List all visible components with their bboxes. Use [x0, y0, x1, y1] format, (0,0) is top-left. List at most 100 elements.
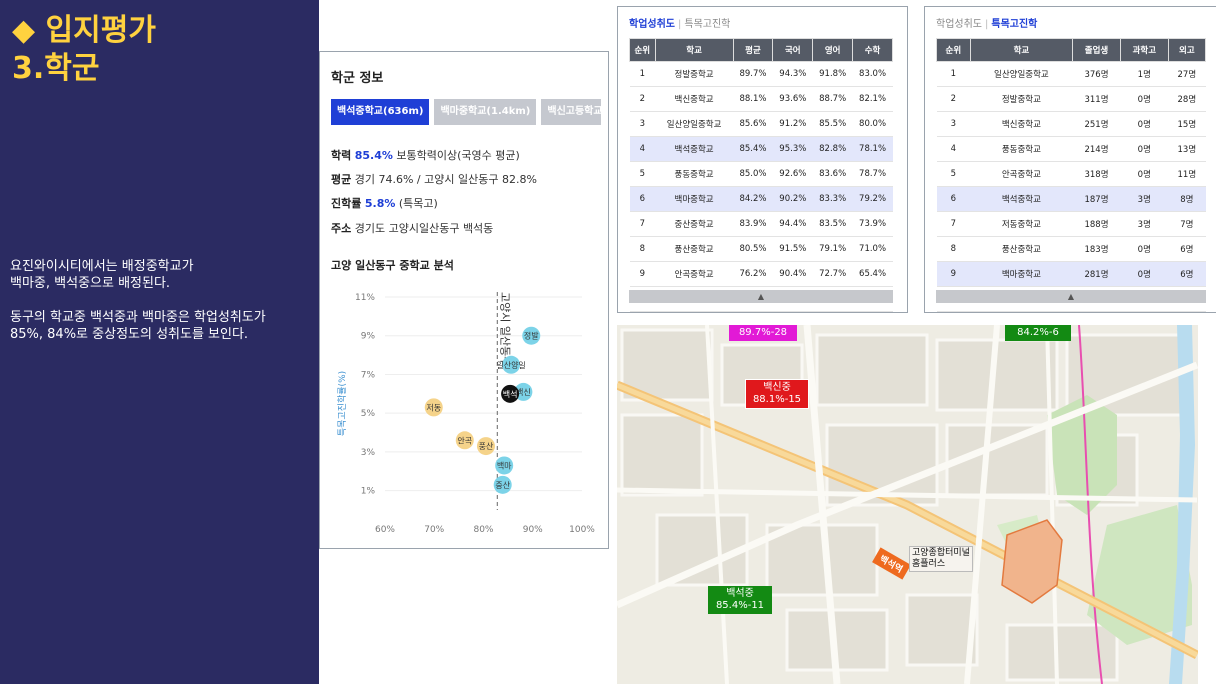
- special-high-row[interactable]: 9 백마중학교 281명 0명 6명: [936, 261, 1206, 287]
- map-label-baekseok[interactable]: 백석중 85.4%-11: [708, 586, 772, 614]
- special-high-cell: 6명: [1168, 236, 1206, 262]
- tab-baekseok-middle[interactable]: 백석중학교(636m): [331, 99, 430, 125]
- description-paragraph-1: 요진와이시티에서는 배정중학교가 백마중, 백석중으로 배정된다.: [10, 259, 194, 291]
- special-high-cell: 정발중학교: [970, 86, 1073, 112]
- special-high-cell: 15명: [1168, 111, 1206, 137]
- achievement-header-row: 순위 학교 평균 국어 영어 수학: [629, 38, 893, 62]
- map-label-baeksin[interactable]: 백신중 88.1%-15: [745, 379, 809, 409]
- school-map[interactable]: 정발중 89.7%-28 백마중 84.2%-6 백신중 88.1%-15 백석…: [617, 325, 1198, 684]
- achievement-cell: 88.1%: [733, 86, 773, 112]
- tab-special-high[interactable]: 특목고진학: [684, 19, 731, 30]
- achievement-row[interactable]: 9 안곡중학교 76.2% 90.4% 72.7% 65.4%: [629, 261, 893, 287]
- achievement-cell: 일산양일중학교: [655, 111, 734, 137]
- special-high-cell: 183명: [1072, 236, 1121, 262]
- address-label: 주소: [331, 222, 352, 235]
- tab-achievement-2[interactable]: 학업성취도: [936, 19, 982, 30]
- special-high-cell: 311명: [1072, 86, 1121, 112]
- achievement-row[interactable]: 8 풍산중학교 80.5% 91.5% 79.1% 71.0%: [629, 236, 893, 262]
- achievement-cell: 85.4%: [733, 136, 773, 162]
- special-high-row[interactable]: 4 풍동중학교 214명 0명 13명: [936, 136, 1206, 162]
- achievement-cell: 90.4%: [772, 261, 813, 287]
- achievement-cell: 92.6%: [772, 161, 813, 187]
- achievement-row[interactable]: 4 백석중학교 85.4% 95.3% 82.8% 78.1%: [629, 136, 893, 162]
- school-tabs: 백석중학교(636m) 백마중학교(1.4km) 백신고등학교(704: [331, 99, 601, 125]
- expand-up-icon-2[interactable]: ▲: [936, 290, 1206, 303]
- achievement-cell: 85.5%: [812, 111, 853, 137]
- special-high-cell: 28명: [1168, 86, 1206, 112]
- address-value: 경기도 고양시일산동구 백석동: [354, 222, 494, 235]
- achievement-row[interactable]: 5 풍동중학교 85.0% 92.6% 83.6% 78.7%: [629, 161, 893, 187]
- expand-up-icon[interactable]: ▲: [629, 290, 893, 303]
- special-high-row[interactable]: 7 저동중학교 188명 3명 7명: [936, 211, 1206, 237]
- special-high-header-cell: 학교: [969, 38, 1074, 62]
- school-info-title: 학군 정보: [331, 71, 384, 86]
- achievement-cell: 65.4%: [852, 261, 893, 287]
- special-high-cell: 0명: [1120, 111, 1169, 137]
- special-high-row[interactable]: 8 풍산중학교 183명 0명 6명: [936, 236, 1206, 262]
- tab-achievement[interactable]: 학업성취도: [629, 19, 675, 30]
- special-high-cell: 0명: [1120, 136, 1169, 162]
- slide-title: ◆ 입지평가 3.학군: [12, 12, 156, 88]
- achievement-cell: 79.1%: [812, 236, 853, 262]
- achievement-cell: 82.1%: [852, 86, 893, 112]
- achievement-cell: 80.5%: [733, 236, 773, 262]
- special-high-cell: 3: [936, 111, 971, 137]
- special-high-row[interactable]: 6 백석중학교 187명 3명 8명: [936, 186, 1206, 212]
- special-high-cell: 백신중학교: [970, 111, 1073, 137]
- achievement-cell: 백신중학교: [655, 86, 734, 112]
- achievement-row[interactable]: 1 정발중학교 89.7% 94.3% 91.8% 83.0%: [629, 61, 893, 87]
- achievement-table: 순위 학교 평균 국어 영어 수학 1 정발중학교 89.7% 94.3% 91.8% 83.0% 2 백…: [629, 38, 893, 312]
- special-high-cell: 187명: [1072, 186, 1121, 212]
- special-high-header-cell: 졸업생: [1072, 38, 1121, 62]
- achievement-cell: 풍산중학교: [655, 236, 734, 262]
- achievement-cell: 2: [629, 86, 656, 112]
- achievement-cell: 94.3%: [772, 61, 813, 87]
- y-tick-label: 1%: [361, 487, 376, 497]
- achievement-cell: 중산중학교: [655, 211, 734, 237]
- scatter-point: [493, 475, 512, 494]
- special-high-cell: 281명: [1072, 261, 1121, 287]
- scatter-chart: 1%3%5%7%9%11%60%70%80%90%100%학업성취도특목고진학률…: [337, 292, 595, 535]
- tab-special-high-2[interactable]: 특목고진학: [991, 19, 1038, 30]
- special-high-row[interactable]: 1 일산양일중학교 376명 1명 27명: [936, 61, 1206, 87]
- achievement-row[interactable]: 7 중산중학교 83.9% 94.4% 83.5% 73.9%: [629, 211, 893, 237]
- tab-baekma-middle[interactable]: 백마중학교(1.4km): [434, 99, 537, 125]
- special-high-row[interactable]: 5 안곡중학교 318명 0명 11명: [936, 161, 1206, 187]
- x-tick-label: 100%: [569, 525, 595, 535]
- sidebar: ◆ 입지평가 3.학군 요진와이시티에서는 배정중학교가 백마중, 백석중으로 …: [0, 0, 319, 684]
- achievement-row[interactable]: 3 일산양일중학교 85.6% 91.2% 85.5% 80.0%: [629, 111, 893, 137]
- achievement-row[interactable]: 6 백마중학교 84.2% 90.2% 83.3% 79.2%: [629, 186, 893, 212]
- special-high-cell: 3명: [1120, 186, 1169, 212]
- special-high-row[interactable]: 3 백신중학교 251명 0명 15명: [936, 111, 1206, 137]
- achievement-cell: 78.7%: [852, 161, 893, 187]
- special-high-row[interactable]: 2 정발중학교 311명 0명 28명: [936, 86, 1206, 112]
- achievement-cell: 90.2%: [772, 186, 813, 212]
- achievement-cell: 76.2%: [733, 261, 773, 287]
- tab-baeksin-high[interactable]: 백신고등학교(704: [541, 99, 601, 125]
- map-label-jeongbal[interactable]: 정발중 89.7%-28: [729, 325, 797, 341]
- achievement-cell: 4: [629, 136, 656, 162]
- achievement-cell: 9: [629, 261, 656, 287]
- special-high-cell: 251명: [1072, 111, 1121, 137]
- special-high-cell: 13명: [1168, 136, 1206, 162]
- scatter-point: [501, 384, 520, 403]
- achievement-header-cell: 국어: [772, 38, 814, 62]
- achievement-cell: 백마중학교: [655, 186, 734, 212]
- slide-title-line1: ◆ 입지평가: [12, 13, 156, 48]
- special-high-header-cell: 외고: [1167, 38, 1207, 62]
- chart-title: 고양 일산동구 중학교 분석: [331, 259, 454, 272]
- terminal-label: 고양종합터미널 홈플러스: [909, 546, 973, 572]
- special-high-cell: 214명: [1072, 136, 1121, 162]
- scatter-point-label: 백석: [503, 389, 518, 399]
- achievement-table-panel: 학업성취도 | 특목고진학 순위 학교 평균 국어 영어 수학 1 정발중학교 89.7% 94.3%…: [617, 6, 908, 313]
- scatter-point-label: 풍산: [479, 441, 494, 451]
- map-label-baekma[interactable]: 백마중 84.2%-6: [1005, 325, 1071, 341]
- scatter-point-label: 백신: [516, 387, 531, 397]
- special-high-cell: 318명: [1072, 161, 1121, 187]
- achievement-header-cell: 평균: [732, 38, 774, 62]
- slide-description: 요진와이시티에서는 배정중학교가 백마중, 백석중으로 배정된다. 동구의 학교…: [10, 258, 312, 360]
- achievement-cell: 84.2%: [733, 186, 773, 212]
- academic-label: 학력: [331, 149, 352, 162]
- special-high-cell: 안곡중학교: [970, 161, 1073, 187]
- achievement-row[interactable]: 2 백신중학교 88.1% 93.6% 88.7% 82.1%: [629, 86, 893, 112]
